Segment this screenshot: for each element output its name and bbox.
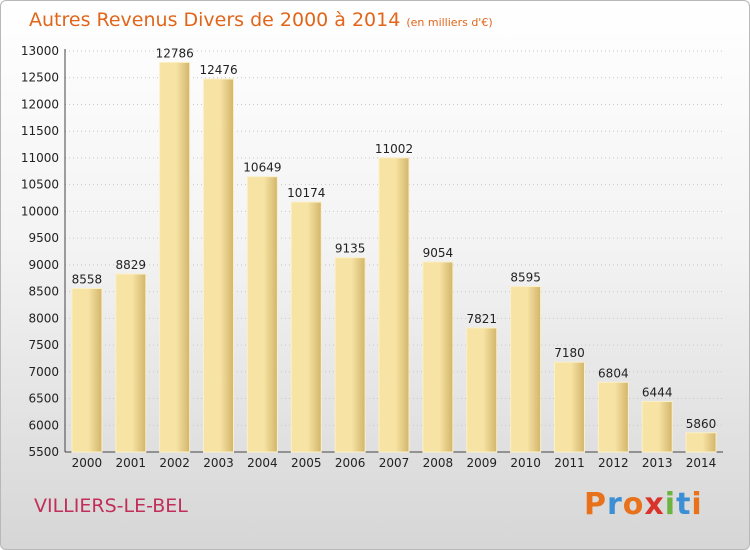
x-tick-label: 2006 [335, 456, 366, 470]
x-tick-labels: 2000 2001 2002 2003 2004 2005 2006 2007 2008 2009… [72, 456, 717, 470]
logo-letter: P [584, 487, 607, 522]
y-tick-label: 12000 [21, 97, 59, 111]
logo-letter: o [622, 487, 645, 522]
data-label-2007: 11002 [375, 142, 413, 156]
y-tick-label: 10000 [21, 204, 59, 218]
x-tick-label: 2002 [159, 456, 190, 470]
x-tick-label: 2012 [598, 456, 629, 470]
y-tick-label: 12500 [21, 71, 59, 85]
x-tick-label: 2004 [247, 456, 278, 470]
bar-2006 [334, 257, 366, 453]
y-tick-label: 8500 [28, 285, 59, 299]
x-tick-label: 2008 [423, 456, 454, 470]
logo-letter: t [676, 487, 692, 522]
y-tick-label: 7000 [28, 365, 59, 379]
logo-letter: x [644, 487, 665, 522]
bar-2007 [378, 157, 410, 453]
data-label-2012: 6804 [598, 366, 629, 380]
y-tick-label: 9000 [28, 258, 59, 272]
x-tick-label: 2007 [379, 456, 410, 470]
data-label-2011: 7180 [554, 346, 585, 360]
bar-2013 [641, 401, 673, 453]
bar-2014 [685, 432, 717, 453]
chart-title: Autres Revenus Divers de 2000 à 2014 (en … [29, 9, 493, 31]
x-tick-label: 2011 [554, 456, 585, 470]
data-label-2014: 5860 [686, 417, 717, 431]
location-label: VILLIERS-LE-BEL [34, 495, 188, 517]
x-tick-label: 2003 [203, 456, 234, 470]
bar-2004 [246, 176, 278, 453]
chart-title-text: Autres Revenus Divers de 2000 à 2014 [29, 9, 401, 31]
data-label-2003: 12476 [199, 63, 237, 77]
x-tick-label: 2005 [291, 456, 322, 470]
y-tick-label: 10500 [21, 178, 59, 192]
bar-2009 [466, 327, 498, 453]
chart-subtitle: (en milliers d'€) [406, 16, 493, 29]
x-tick-label: 2013 [642, 456, 673, 470]
x-tick-label: 2010 [510, 456, 541, 470]
data-label-2006: 9135 [335, 242, 366, 256]
data-label-2001: 8829 [116, 258, 147, 272]
y-tick-label: 13000 [21, 44, 59, 58]
data-label-2002: 12786 [156, 46, 194, 60]
x-tick-label: 2014 [686, 456, 717, 470]
x-tick-label: 2000 [72, 456, 103, 470]
data-label-2004: 10649 [243, 161, 281, 175]
y-tick-label: 8000 [28, 311, 59, 325]
logo-letter: i [664, 487, 677, 522]
y-tick-label: 11500 [21, 124, 59, 138]
data-label-2010: 8595 [510, 271, 541, 285]
y-tick-label: 6000 [28, 418, 59, 432]
bar-2005 [290, 201, 322, 453]
bar-2000 [71, 287, 103, 453]
data-label-2000: 8558 [72, 272, 103, 286]
bar-2012 [597, 381, 629, 453]
y-tick-label: 11000 [21, 151, 59, 165]
y-tick-label: 7500 [28, 338, 59, 352]
y-tick-label: 9500 [28, 231, 59, 245]
y-tick-label: 6500 [28, 392, 59, 406]
bar-2008 [422, 261, 454, 453]
bar-2001 [115, 273, 147, 453]
bar-2010 [510, 286, 542, 453]
bars [71, 61, 717, 453]
data-label-2009: 7821 [466, 312, 497, 326]
bar-2002 [159, 61, 191, 453]
x-tick-label: 2001 [116, 456, 147, 470]
data-label-2008: 9054 [423, 246, 454, 260]
logo-letter: r [607, 487, 623, 522]
y-tick-labels: 5500 6000 6500 7000 7500 8000 8500 9000 9500 1000… [21, 44, 59, 459]
bar-2011 [553, 361, 585, 453]
data-label-2013: 6444 [642, 386, 673, 400]
bar-2003 [203, 78, 235, 453]
logo-letter: i [691, 487, 703, 522]
y-tick-label: 5500 [28, 445, 59, 459]
data-label-2005: 10174 [287, 186, 325, 200]
x-tick-label: 2009 [466, 456, 497, 470]
proxiti-logo[interactable]: Proxiti [584, 487, 703, 522]
data-labels: 8558 8829 12786 12476 10649 10174 9135 11002 905… [72, 46, 717, 430]
